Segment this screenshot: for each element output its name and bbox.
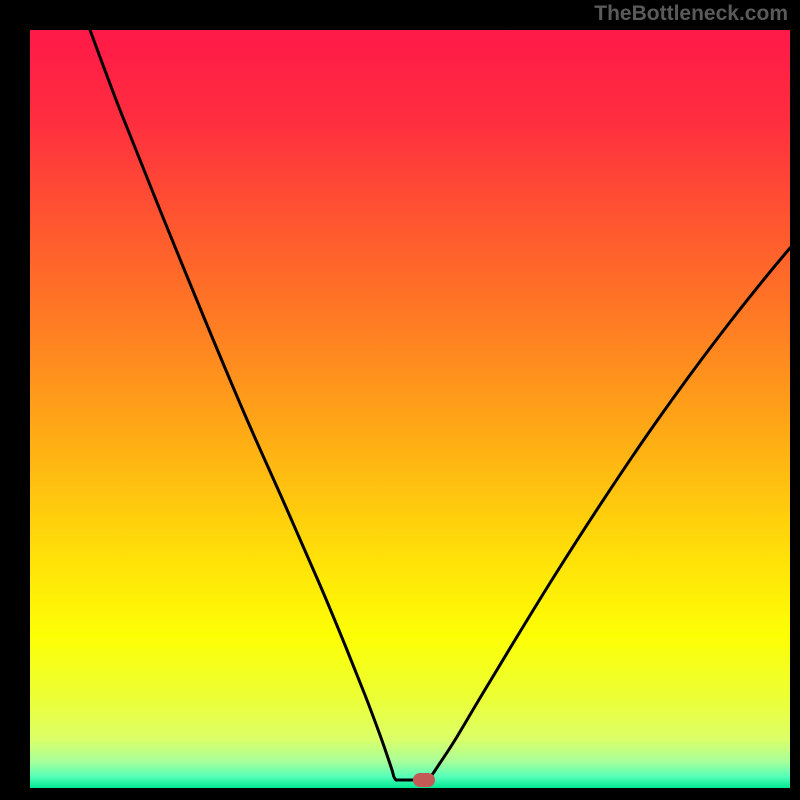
plot-svg [30,30,790,788]
chart-frame: TheBottleneck.com [0,0,800,800]
minimum-marker [413,773,435,787]
plot-background [30,30,790,788]
watermark-text: TheBottleneck.com [594,2,788,26]
plot-area [30,30,790,788]
